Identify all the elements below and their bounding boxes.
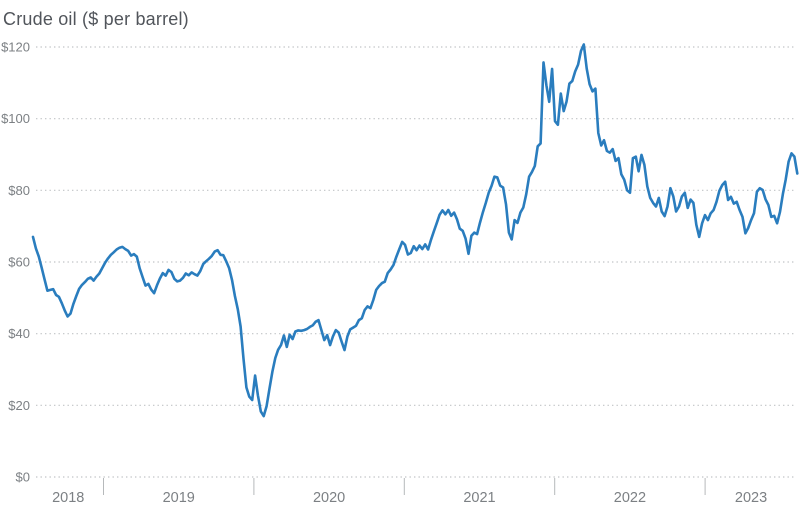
x-axis-label: 2018 [52,490,84,506]
y-axis-label: $20 [8,398,30,413]
y-axis-label: $40 [8,326,30,341]
x-axis-label: 2019 [163,490,195,506]
price-line [31,43,799,418]
x-axis-label: 2023 [735,490,767,506]
x-axis-label: 2020 [313,490,345,506]
y-axis-label: $60 [8,255,30,270]
y-axis-label: $80 [8,183,30,198]
chart-title: Crude oil ($ per barrel) [3,9,189,29]
x-axis-label: 2022 [614,490,646,506]
y-axis-label: $0 [16,470,30,485]
x-axis-label: 2021 [463,490,495,506]
y-axis-label: $120 [1,40,30,55]
y-axis-label: $100 [1,111,30,126]
